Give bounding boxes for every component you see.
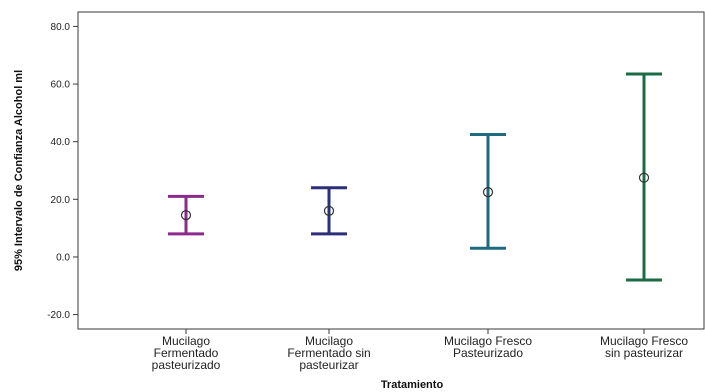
mean-marker	[482, 187, 494, 198]
x-category-label: Pasteurizado	[453, 346, 523, 360]
x-category-label: pasteurizar	[299, 358, 358, 372]
error-bar	[311, 186, 347, 236]
mean-marker	[180, 210, 192, 221]
x-axis: MucilagoFermentadopasteurizadoMucilagoFe…	[152, 329, 688, 372]
y-tick-label: 60.0	[51, 80, 71, 91]
error-bar	[168, 194, 204, 236]
error-bar	[626, 72, 662, 282]
y-axis-title: 95% Intervalo de Confianza Alcohol ml	[13, 70, 25, 271]
x-category-label: Fermentado	[154, 346, 219, 360]
series-layer	[168, 72, 662, 282]
x-category-label: Mucilago Fresco	[600, 334, 688, 348]
error-bar	[470, 132, 506, 250]
y-tick-label: 80.0	[51, 22, 71, 33]
x-category-label: Mucilago	[162, 334, 210, 348]
y-axis: -20.0 0.0 20.0 40.0 60.0 80.0	[47, 22, 78, 321]
x-axis-title: Tratamiento	[381, 379, 444, 391]
y-tick-label: -20.0	[47, 310, 70, 321]
y-tick-label: 20.0	[51, 195, 71, 206]
x-category-label: sin pasteurizar	[605, 346, 683, 360]
x-category-label: Mucilago	[305, 334, 353, 348]
y-tick-label: 40.0	[51, 137, 71, 148]
x-category-label: Mucilago Fresco	[444, 334, 532, 348]
x-category-label: Fermentado sin	[287, 346, 370, 360]
plot-frame	[77, 11, 705, 330]
y-tick-label: 0.0	[56, 252, 70, 263]
x-category-label: pasteurizado	[152, 358, 221, 372]
mean-marker	[323, 205, 335, 216]
plot-area	[77, 11, 705, 330]
mean-marker	[638, 172, 650, 183]
